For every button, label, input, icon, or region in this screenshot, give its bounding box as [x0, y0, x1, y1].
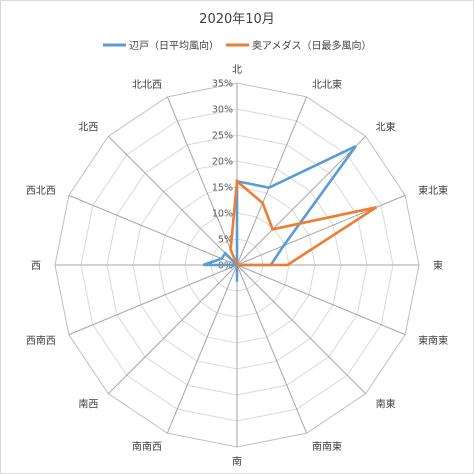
category-label-11: 西南西: [26, 334, 56, 347]
series-lines: [202, 145, 378, 282]
tick-label-7: 35%: [212, 79, 233, 90]
category-label-0: 北: [232, 64, 242, 76]
tick-label-1: 5%: [218, 235, 233, 246]
category-label-4: 東: [433, 259, 443, 272]
series-line-2: [229, 178, 378, 267]
spoke-14: [107, 135, 238, 266]
spoke-5: [236, 264, 406, 336]
category-label-12: 西: [31, 261, 41, 272]
tick-label-2: 10%: [212, 209, 233, 220]
spoke-7: [236, 264, 308, 434]
category-label-3: 東北東: [418, 184, 448, 197]
spoke-2: [236, 135, 367, 266]
spoke-15: [166, 96, 238, 266]
tick-label-6: 30%: [212, 105, 233, 116]
spoke-1: [236, 96, 308, 266]
category-label-15: 北北西: [132, 79, 162, 91]
category-label-10: 南西: [78, 398, 98, 411]
spoke-13: [68, 194, 238, 266]
spoke-9: [166, 264, 238, 434]
category-label-7: 南南東: [312, 440, 342, 453]
spoke-11: [68, 264, 238, 336]
category-label-6: 南東: [376, 398, 396, 411]
spoke-3: [236, 194, 406, 266]
category-label-14: 北西: [78, 121, 98, 133]
tick-label-4: 20%: [212, 157, 233, 168]
legend-label-series-1: 辺戸（日平均風向）: [129, 39, 219, 52]
category-label-1: 北北東: [312, 78, 342, 91]
category-label-9: 南南西: [132, 440, 162, 453]
tick-label-3: 15%: [212, 183, 233, 194]
spoke-6: [236, 264, 367, 395]
category-label-8: 南: [232, 455, 242, 468]
chart-title: 2020年10月: [199, 12, 275, 27]
category-label-5: 東南東: [418, 334, 448, 347]
legend: 辺戸（日平均風向） 奥アメダス（日最多風向）: [103, 39, 372, 52]
tick-label-5: 25%: [212, 131, 233, 142]
spoke-10: [107, 264, 238, 395]
legend-label-series-2: 奥アメダス（日最多風向）: [252, 39, 372, 52]
category-label-2: 北東: [376, 120, 396, 133]
series-line-1: [202, 145, 357, 282]
category-label-13: 西北西: [26, 185, 56, 197]
